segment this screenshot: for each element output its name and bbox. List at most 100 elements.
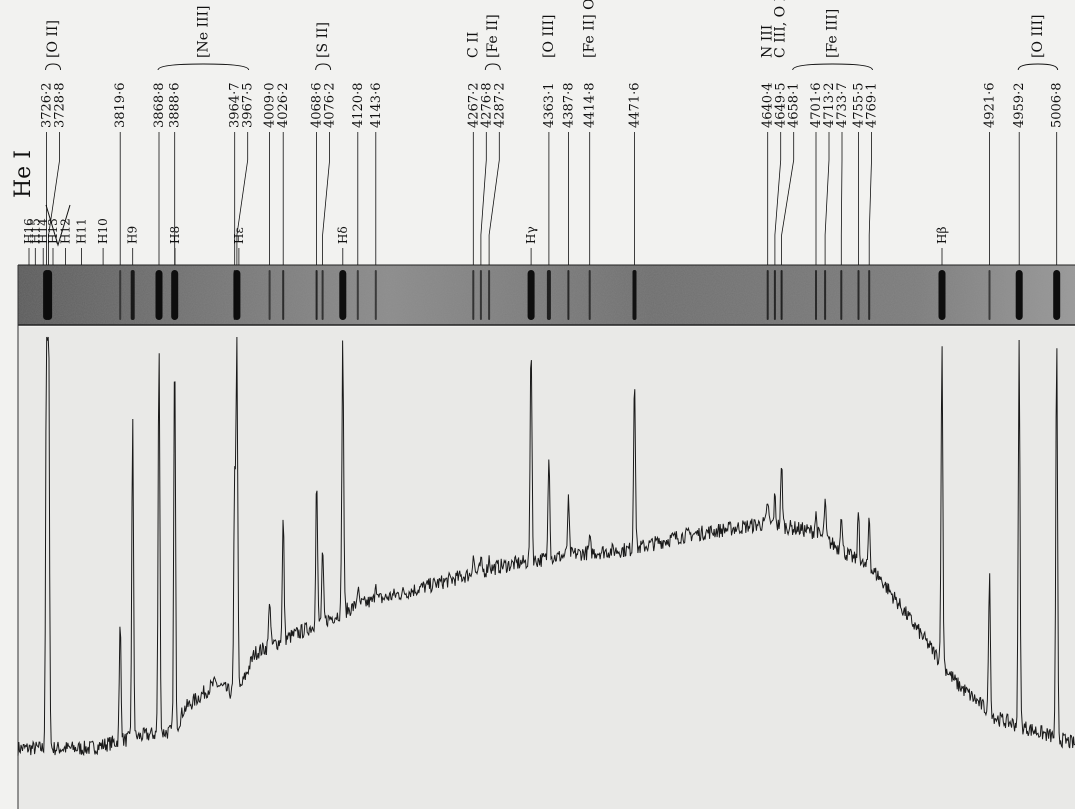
hydrogen-label: H15 <box>28 218 42 244</box>
emission-band <box>339 270 347 320</box>
emission-band <box>321 270 324 320</box>
emission-band <box>840 270 843 320</box>
wavelength-label: 4733·7 <box>835 83 850 129</box>
hydrogen-label: Hβ <box>935 227 949 244</box>
wavelength-label: 4640·4 <box>761 83 776 129</box>
emission-band <box>119 270 122 320</box>
wavelength-label: 4649·5 <box>774 83 789 129</box>
wavelength-label: 4471·6 <box>628 83 643 129</box>
emission-band <box>233 270 241 320</box>
emission-band <box>1053 270 1061 320</box>
wavelength-label: 4414·8 <box>583 83 598 129</box>
spectrum-trace-line <box>17 336 1075 757</box>
emission-band <box>155 270 163 320</box>
hydrogen-label: Hδ <box>336 226 350 244</box>
ion-brace <box>484 63 501 71</box>
line-leader <box>774 132 782 265</box>
hydrogen-label: H12 <box>58 218 72 244</box>
ion-brace <box>157 63 250 71</box>
wavelength-label: 3964·7 <box>228 82 243 128</box>
ion-label: [O III] <box>1030 15 1046 58</box>
emission-band <box>988 270 991 320</box>
hydrogen-label: H10 <box>96 218 110 244</box>
spectrogram-strip <box>17 264 1075 809</box>
ion-label: N III <box>760 25 776 58</box>
emission-band <box>567 270 570 320</box>
emission-band <box>527 270 535 320</box>
he-i-pointer <box>45 204 71 247</box>
emission-band <box>171 270 179 320</box>
line-leader <box>840 132 843 265</box>
plot-background <box>18 327 1075 809</box>
spectrum-trace <box>17 336 1075 757</box>
ion-label: [Fe II] <box>485 14 501 58</box>
wavelength-label: 5006·8 <box>1050 83 1065 129</box>
hydrogen-label: H9 <box>126 226 140 244</box>
hydrogen-label: H13 <box>46 218 60 244</box>
line-leader <box>236 132 249 265</box>
wavelength-label: 4769·1 <box>865 83 880 129</box>
ion-label: [Fe II] O II <box>582 0 598 58</box>
hydrogen-label: H16 <box>22 218 36 244</box>
ion-label: [O III] <box>541 15 557 58</box>
line-leader <box>781 132 795 265</box>
emission-band <box>45 270 53 320</box>
emission-band <box>824 270 827 320</box>
emission-band <box>868 270 871 320</box>
emission-band <box>268 270 271 320</box>
wavelength-label: 4387·8 <box>561 83 576 129</box>
wavelength-label: 4959·2 <box>1012 83 1027 128</box>
wavelength-label: 4713·2 <box>822 83 837 129</box>
emission-band <box>780 270 783 320</box>
he-i-label: He I <box>11 150 36 198</box>
wavelength-label: 3819·6 <box>113 83 128 129</box>
emission-band <box>356 270 359 320</box>
wavelength-label: 3967·5 <box>241 82 256 128</box>
spectrogram-grain <box>18 265 1075 325</box>
line-leader <box>868 132 872 265</box>
wavelength-label: 4363·1 <box>542 83 557 129</box>
ion-brace <box>1017 63 1059 71</box>
ion-label: C III, O II <box>773 0 789 58</box>
ion-label: [S II] <box>315 22 331 58</box>
wavelength-label: 4068·6 <box>310 83 325 129</box>
ion-label: [O II] <box>45 20 61 58</box>
ion-label: C II <box>465 32 481 58</box>
emission-band <box>1015 270 1023 320</box>
emission-band <box>632 270 637 320</box>
wavelength-label: 4276·8 <box>479 83 494 129</box>
wavelength-label: 4701·6 <box>809 83 824 129</box>
emission-band <box>479 270 482 320</box>
emission-band <box>315 270 318 320</box>
ion-brace <box>45 63 62 71</box>
wavelength-label: 4267·2 <box>466 83 481 129</box>
emission-band <box>773 270 776 320</box>
line-leader <box>824 132 830 265</box>
wavelength-label: 4143·6 <box>369 83 384 129</box>
hydrogen-label: Hγ <box>524 226 538 244</box>
wavelength-label: 4009·0 <box>263 83 278 129</box>
line-leader <box>48 132 60 265</box>
emission-band <box>938 270 946 320</box>
hydrogen-label: Hε <box>232 227 246 244</box>
line-leader <box>480 132 487 265</box>
ion-label: [Fe III] <box>825 9 841 58</box>
ion-label: [Ne III] <box>195 6 211 59</box>
emission-band <box>766 270 769 320</box>
wavelength-label: 4287·2 <box>492 83 507 129</box>
wavelength-label: 4026·2 <box>276 83 291 129</box>
ion-brace <box>315 63 332 71</box>
wavelength-label: 3726·2 <box>40 83 55 129</box>
emission-band <box>488 270 491 320</box>
wavelength-label: 3728·8 <box>53 83 68 129</box>
emission-band <box>588 270 591 320</box>
wavelength-label: 4120·8 <box>351 83 366 129</box>
emission-band <box>815 270 817 320</box>
emission-band <box>374 270 377 320</box>
emission-band <box>472 270 475 320</box>
ion-brace <box>792 63 873 71</box>
wavelength-label: 4921·6 <box>983 83 998 129</box>
